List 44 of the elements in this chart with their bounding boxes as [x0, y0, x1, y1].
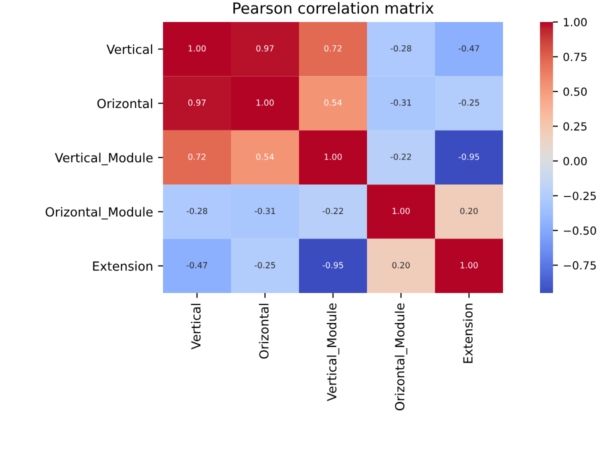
- color-bar-label: −0.75: [564, 261, 596, 270]
- data-label: 1.00: [256, 99, 274, 106]
- x-tick-label: Extension: [462, 304, 473, 363]
- y-tick-label: Orizontal_Module: [46, 206, 153, 220]
- data-label: 1.00: [188, 45, 206, 52]
- y-tick-label: Orizontal: [97, 98, 152, 108]
- data-label: 0.20: [460, 208, 478, 214]
- data-label: -0.25: [458, 99, 480, 106]
- color-bar-label: 1.00: [564, 18, 587, 26]
- y-tick-label: Vertical: [106, 44, 152, 54]
- data-label: -0.28: [390, 45, 412, 52]
- color-bar-label: −0.50: [564, 226, 596, 235]
- y-tick-label: Vertical_Module: [54, 152, 153, 166]
- data-label: -0.47: [186, 262, 208, 268]
- y-tick-label: Extension: [93, 261, 152, 271]
- x-tick-label: Orizontal: [258, 304, 269, 359]
- color-bar-label: −0.25: [564, 192, 596, 200]
- data-label: 0.54: [256, 154, 274, 160]
- data-label: 0.72: [324, 45, 342, 52]
- data-label: 1.00: [460, 262, 478, 268]
- data-label: 1.00: [324, 154, 342, 160]
- data-label: -0.95: [458, 154, 480, 160]
- data-label: 0.54: [324, 99, 342, 106]
- data-label: 0.97: [188, 99, 206, 106]
- color-bar-label: 0.25: [563, 122, 586, 131]
- data-label: -0.25: [254, 262, 276, 268]
- data-label: -0.47: [458, 45, 480, 52]
- data-label: -0.31: [254, 208, 276, 214]
- data-label: -0.31: [390, 99, 412, 106]
- x-tick-label: Vertical_Module: [326, 303, 340, 402]
- color-bar-label: 0.50: [563, 87, 587, 96]
- chart-title: Pearson correlation matrix: [233, 2, 434, 14]
- x-tick-label: Orizontal_Module: [394, 303, 408, 410]
- data-label: 0.97: [256, 45, 274, 52]
- data-label: 1.00: [392, 208, 410, 214]
- color-bar-label: 0.75: [563, 52, 586, 62]
- color-bar-label: 0.00: [563, 156, 587, 166]
- data-label: 0.20: [392, 262, 410, 268]
- data-label: -0.28: [186, 208, 208, 214]
- data-label: -0.22: [390, 154, 411, 160]
- data-label: -0.22: [322, 208, 343, 214]
- data-label: 0.72: [188, 154, 206, 160]
- data-label: -0.95: [322, 262, 344, 268]
- x-tick-label: Vertical: [190, 304, 201, 350]
